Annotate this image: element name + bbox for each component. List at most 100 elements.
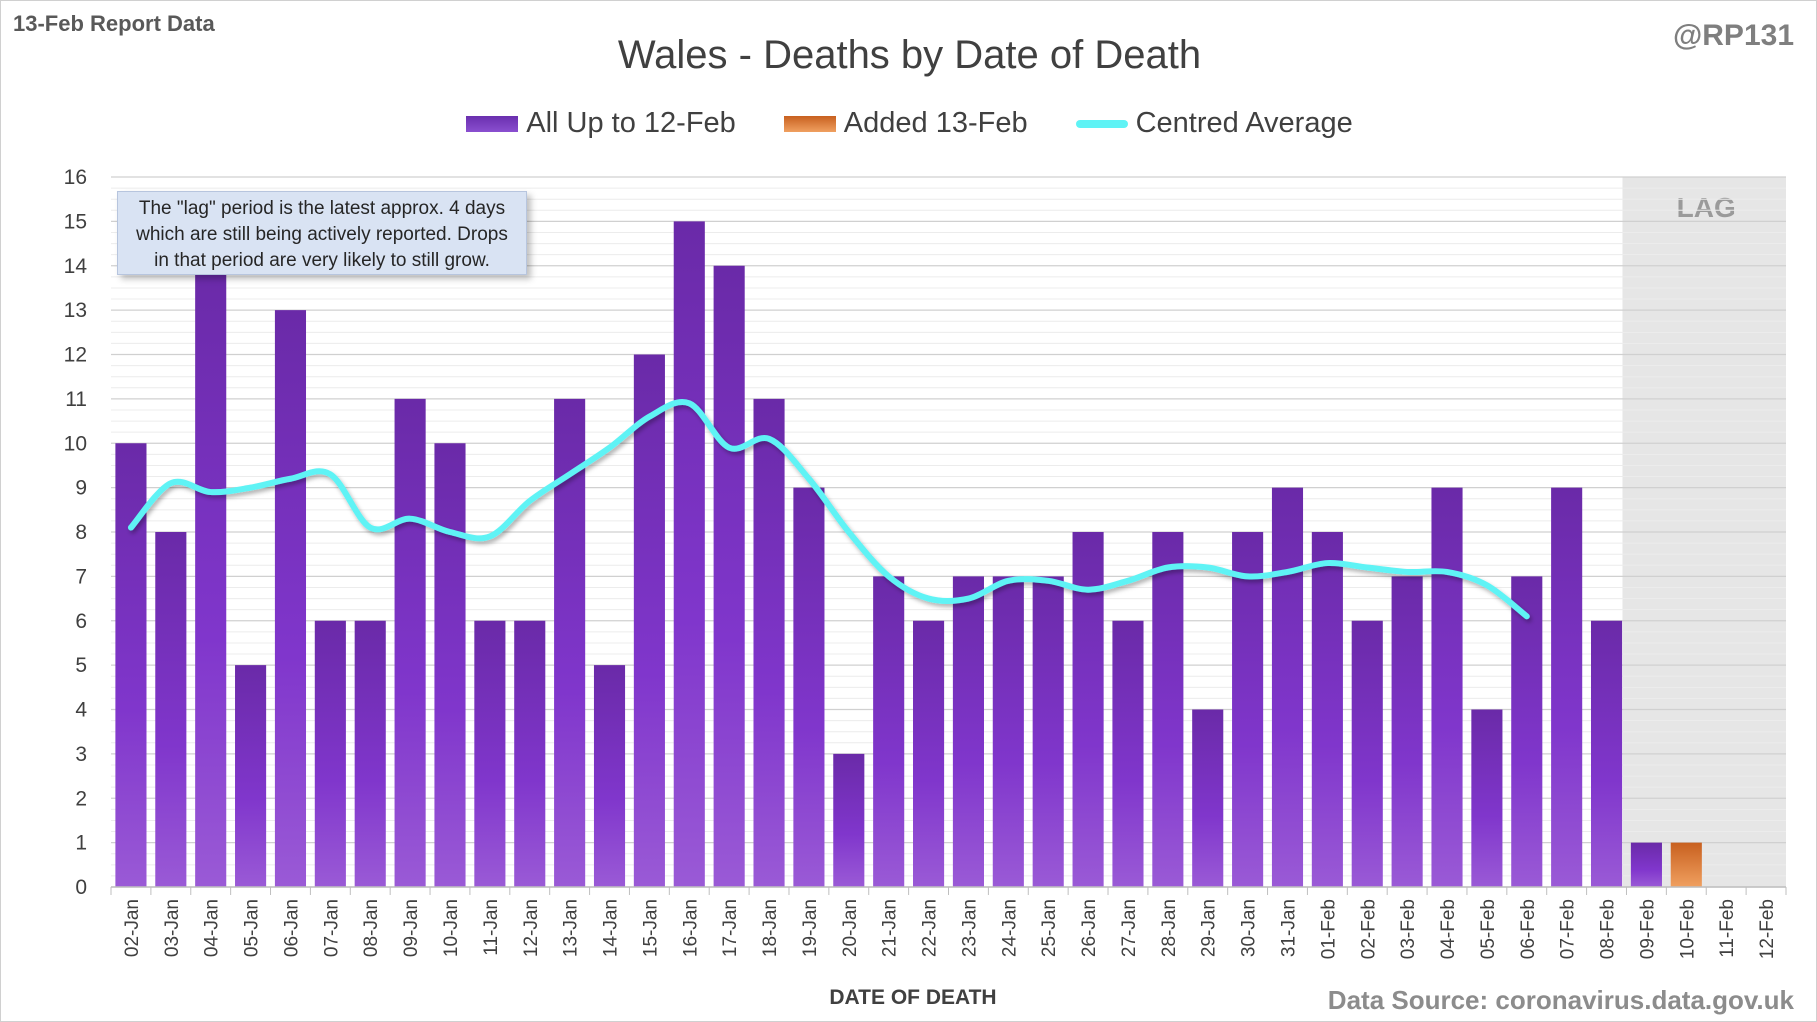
x-tick-label: 04-Feb [1438, 899, 1459, 959]
lag-callout: The "lag" period is the latest approx. 4… [117, 191, 527, 275]
y-tick-label: 1 [75, 832, 87, 855]
x-tick-label: 12-Feb [1757, 899, 1778, 959]
chart-title: Wales - Deaths by Date of Death [617, 33, 1202, 77]
y-tick-label: 16 [64, 166, 87, 189]
x-tick-label: 07-Feb [1558, 899, 1579, 959]
x-tick-label: 22-Jan [920, 899, 941, 957]
report-label: 13-Feb Report Data [13, 11, 215, 36]
y-tick-label: 5 [75, 654, 87, 677]
y-tick-label: 2 [75, 787, 87, 810]
x-tick-label: 29-Jan [1199, 899, 1220, 957]
bar-all-04-Jan [195, 265, 227, 887]
x-tick-label: 02-Feb [1358, 899, 1379, 959]
y-tick-label: 4 [75, 699, 87, 722]
callout-line-2: which are still being actively reported.… [136, 224, 508, 245]
bar-all-03-Jan [155, 532, 187, 887]
bar-all-09-Feb [1630, 842, 1662, 887]
y-tick-label: 6 [75, 610, 87, 633]
legend-label-all: All Up to 12-Feb [526, 107, 736, 139]
x-tick-label: 03-Feb [1398, 899, 1419, 959]
x-tick-label: 08-Feb [1598, 899, 1619, 959]
bar-all-18-Jan [753, 398, 785, 887]
y-tick-label: 8 [75, 521, 87, 544]
bar-all-09-Jan [394, 398, 426, 887]
chart-legend: All Up to 12-Feb Added 13-Feb Centred Av… [1, 107, 1817, 140]
x-tick-label: 04-Jan [202, 899, 223, 957]
x-tick-label: 27-Jan [1119, 899, 1140, 957]
x-tick-label: 21-Jan [880, 899, 901, 957]
callout-line-1: The "lag" period is the latest approx. 4… [138, 198, 506, 219]
x-tick-label: 06-Feb [1518, 899, 1539, 959]
legend-item-added: Added 13-Feb [783, 107, 1028, 140]
bar-all-10-Jan [434, 443, 466, 887]
x-tick-label: 17-Jan [720, 899, 741, 957]
y-tick-label: 12 [64, 344, 87, 367]
y-tick-label: 9 [75, 477, 87, 500]
data-source: Data Source: coronavirus.data.gov.uk [1327, 985, 1794, 1015]
legend-swatch-average [1075, 119, 1128, 128]
bar-all-28-Jan [1152, 532, 1184, 887]
x-tick-label: 24-Jan [999, 899, 1020, 957]
x-tick-label: 26-Jan [1079, 899, 1100, 957]
bar-all-15-Jan [633, 354, 665, 887]
bar-all-05-Feb [1471, 709, 1503, 887]
bar-all-29-Jan [1192, 709, 1224, 887]
bar-all-03-Feb [1391, 576, 1423, 887]
bar-all-06-Feb [1511, 576, 1543, 887]
x-tick-label: 06-Jan [281, 899, 302, 957]
callout-line-3: in that period are very likely to still … [154, 250, 490, 271]
legend-item-average: Centred Average [1075, 107, 1353, 140]
x-tick-label: 07-Jan [321, 899, 342, 957]
bar-all-12-Jan [514, 620, 546, 887]
legend-swatch-all [466, 115, 519, 132]
bar-all-02-Feb [1351, 620, 1383, 887]
bar-all-11-Jan [474, 620, 506, 887]
bar-all-01-Feb [1311, 532, 1343, 887]
bar-all-16-Jan [673, 221, 705, 887]
x-tick-label: 01-Feb [1318, 899, 1339, 959]
bar-all-23-Jan [952, 576, 984, 887]
bar-all-07-Feb [1551, 487, 1583, 887]
x-tick-label: 25-Jan [1039, 899, 1060, 957]
x-tick-label: 05-Feb [1478, 899, 1499, 959]
bar-all-07-Jan [314, 620, 346, 887]
bar-all-19-Jan [793, 487, 825, 887]
y-tick-label: 7 [75, 565, 87, 588]
bar-all-14-Jan [593, 665, 626, 887]
y-tick-label: 3 [75, 743, 87, 766]
bar-all-21-Jan [873, 576, 905, 887]
bar-all-22-Jan [913, 620, 945, 887]
bar-all-08-Jan [354, 620, 386, 887]
y-tick-label: 14 [64, 255, 88, 278]
bar-all-17-Jan [713, 265, 745, 887]
legend-label-added: Added 13-Feb [843, 107, 1028, 139]
y-tick-label: 0 [75, 876, 87, 899]
x-tick-label: 05-Jan [242, 899, 263, 957]
bar-all-04-Feb [1431, 487, 1463, 887]
x-tick-label: 16-Jan [680, 899, 701, 957]
bar-all-08-Feb [1590, 620, 1623, 887]
y-tick-label: 10 [64, 432, 87, 455]
x-tick-label: 19-Jan [800, 899, 821, 957]
x-tick-label: 09-Feb [1637, 899, 1658, 959]
x-tick-label: 13-Jan [561, 899, 582, 957]
x-tick-label: 30-Jan [1239, 899, 1260, 957]
bar-all-20-Jan [833, 753, 865, 887]
legend-swatch-added [783, 115, 836, 132]
bar-all-24-Jan [992, 576, 1024, 887]
x-tick-label: 31-Jan [1278, 899, 1299, 957]
bar-all-05-Jan [235, 665, 267, 887]
y-tick-label: 15 [64, 210, 87, 233]
x-tick-label: 11-Jan [481, 899, 502, 956]
x-tick-label: 15-Jan [640, 899, 661, 957]
x-tick-label: 09-Jan [401, 899, 422, 957]
y-tick-label: 11 [65, 388, 87, 411]
author-handle: @RP131 [1673, 19, 1794, 52]
x-tick-label: 08-Jan [361, 899, 382, 957]
x-tick-label: 03-Jan [162, 899, 183, 957]
x-tick-label: 23-Jan [959, 899, 980, 957]
lag-label: LAG [1677, 192, 1736, 223]
x-tick-label: 10-Jan [441, 899, 462, 957]
